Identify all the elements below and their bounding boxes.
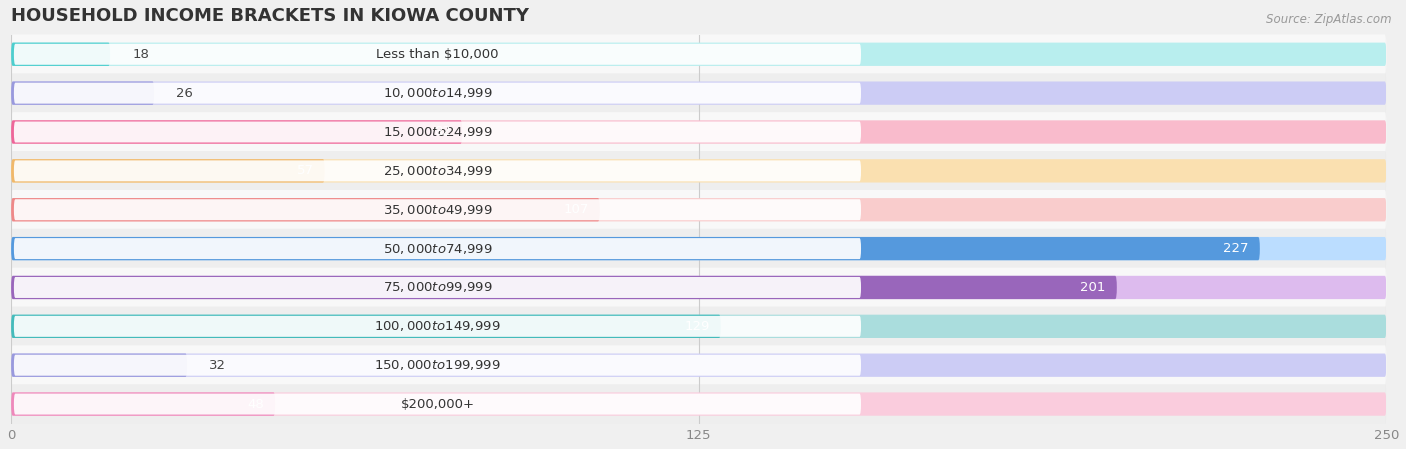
FancyBboxPatch shape bbox=[11, 81, 155, 105]
FancyBboxPatch shape bbox=[11, 229, 1386, 269]
Text: 48: 48 bbox=[247, 397, 264, 410]
FancyBboxPatch shape bbox=[11, 315, 1386, 338]
FancyBboxPatch shape bbox=[14, 44, 860, 65]
FancyBboxPatch shape bbox=[11, 392, 276, 416]
Text: 107: 107 bbox=[564, 203, 589, 216]
Text: Less than $10,000: Less than $10,000 bbox=[377, 48, 499, 61]
FancyBboxPatch shape bbox=[11, 159, 1386, 183]
Text: 227: 227 bbox=[1223, 242, 1249, 255]
FancyBboxPatch shape bbox=[11, 159, 325, 183]
FancyBboxPatch shape bbox=[11, 81, 1386, 105]
FancyBboxPatch shape bbox=[11, 353, 187, 377]
Text: $50,000 to $74,999: $50,000 to $74,999 bbox=[382, 242, 492, 255]
FancyBboxPatch shape bbox=[11, 112, 1386, 152]
FancyBboxPatch shape bbox=[11, 345, 1386, 385]
Text: $75,000 to $99,999: $75,000 to $99,999 bbox=[382, 281, 492, 295]
FancyBboxPatch shape bbox=[14, 238, 860, 259]
FancyBboxPatch shape bbox=[14, 316, 860, 337]
FancyBboxPatch shape bbox=[14, 199, 860, 220]
FancyBboxPatch shape bbox=[11, 43, 1386, 66]
FancyBboxPatch shape bbox=[11, 198, 1386, 221]
FancyBboxPatch shape bbox=[11, 237, 1386, 260]
FancyBboxPatch shape bbox=[11, 151, 1386, 191]
Text: 82: 82 bbox=[434, 126, 451, 138]
Text: 129: 129 bbox=[685, 320, 710, 333]
FancyBboxPatch shape bbox=[11, 353, 1386, 377]
FancyBboxPatch shape bbox=[11, 268, 1386, 307]
Text: $25,000 to $34,999: $25,000 to $34,999 bbox=[382, 164, 492, 178]
Text: $35,000 to $49,999: $35,000 to $49,999 bbox=[382, 203, 492, 217]
FancyBboxPatch shape bbox=[11, 237, 1260, 260]
Text: $100,000 to $149,999: $100,000 to $149,999 bbox=[374, 319, 501, 333]
FancyBboxPatch shape bbox=[14, 277, 860, 298]
FancyBboxPatch shape bbox=[11, 392, 1386, 416]
Text: $15,000 to $24,999: $15,000 to $24,999 bbox=[382, 125, 492, 139]
Text: 57: 57 bbox=[297, 164, 314, 177]
Text: HOUSEHOLD INCOME BRACKETS IN KIOWA COUNTY: HOUSEHOLD INCOME BRACKETS IN KIOWA COUNT… bbox=[11, 7, 529, 25]
FancyBboxPatch shape bbox=[14, 394, 860, 414]
Text: 26: 26 bbox=[176, 87, 193, 100]
Text: 18: 18 bbox=[132, 48, 149, 61]
FancyBboxPatch shape bbox=[11, 307, 1386, 346]
FancyBboxPatch shape bbox=[11, 43, 110, 66]
FancyBboxPatch shape bbox=[11, 315, 721, 338]
FancyBboxPatch shape bbox=[14, 83, 860, 104]
Text: $200,000+: $200,000+ bbox=[401, 397, 474, 410]
FancyBboxPatch shape bbox=[11, 73, 1386, 113]
FancyBboxPatch shape bbox=[11, 120, 1386, 144]
FancyBboxPatch shape bbox=[11, 35, 1386, 74]
FancyBboxPatch shape bbox=[14, 160, 860, 181]
Text: 201: 201 bbox=[1080, 281, 1107, 294]
FancyBboxPatch shape bbox=[14, 355, 860, 376]
FancyBboxPatch shape bbox=[11, 120, 463, 144]
Text: Source: ZipAtlas.com: Source: ZipAtlas.com bbox=[1267, 13, 1392, 26]
Text: $10,000 to $14,999: $10,000 to $14,999 bbox=[382, 86, 492, 100]
FancyBboxPatch shape bbox=[11, 190, 1386, 229]
Text: $150,000 to $199,999: $150,000 to $199,999 bbox=[374, 358, 501, 372]
FancyBboxPatch shape bbox=[11, 198, 600, 221]
FancyBboxPatch shape bbox=[11, 276, 1386, 299]
Text: 32: 32 bbox=[209, 359, 226, 372]
FancyBboxPatch shape bbox=[11, 276, 1116, 299]
FancyBboxPatch shape bbox=[14, 122, 860, 142]
FancyBboxPatch shape bbox=[11, 384, 1386, 424]
